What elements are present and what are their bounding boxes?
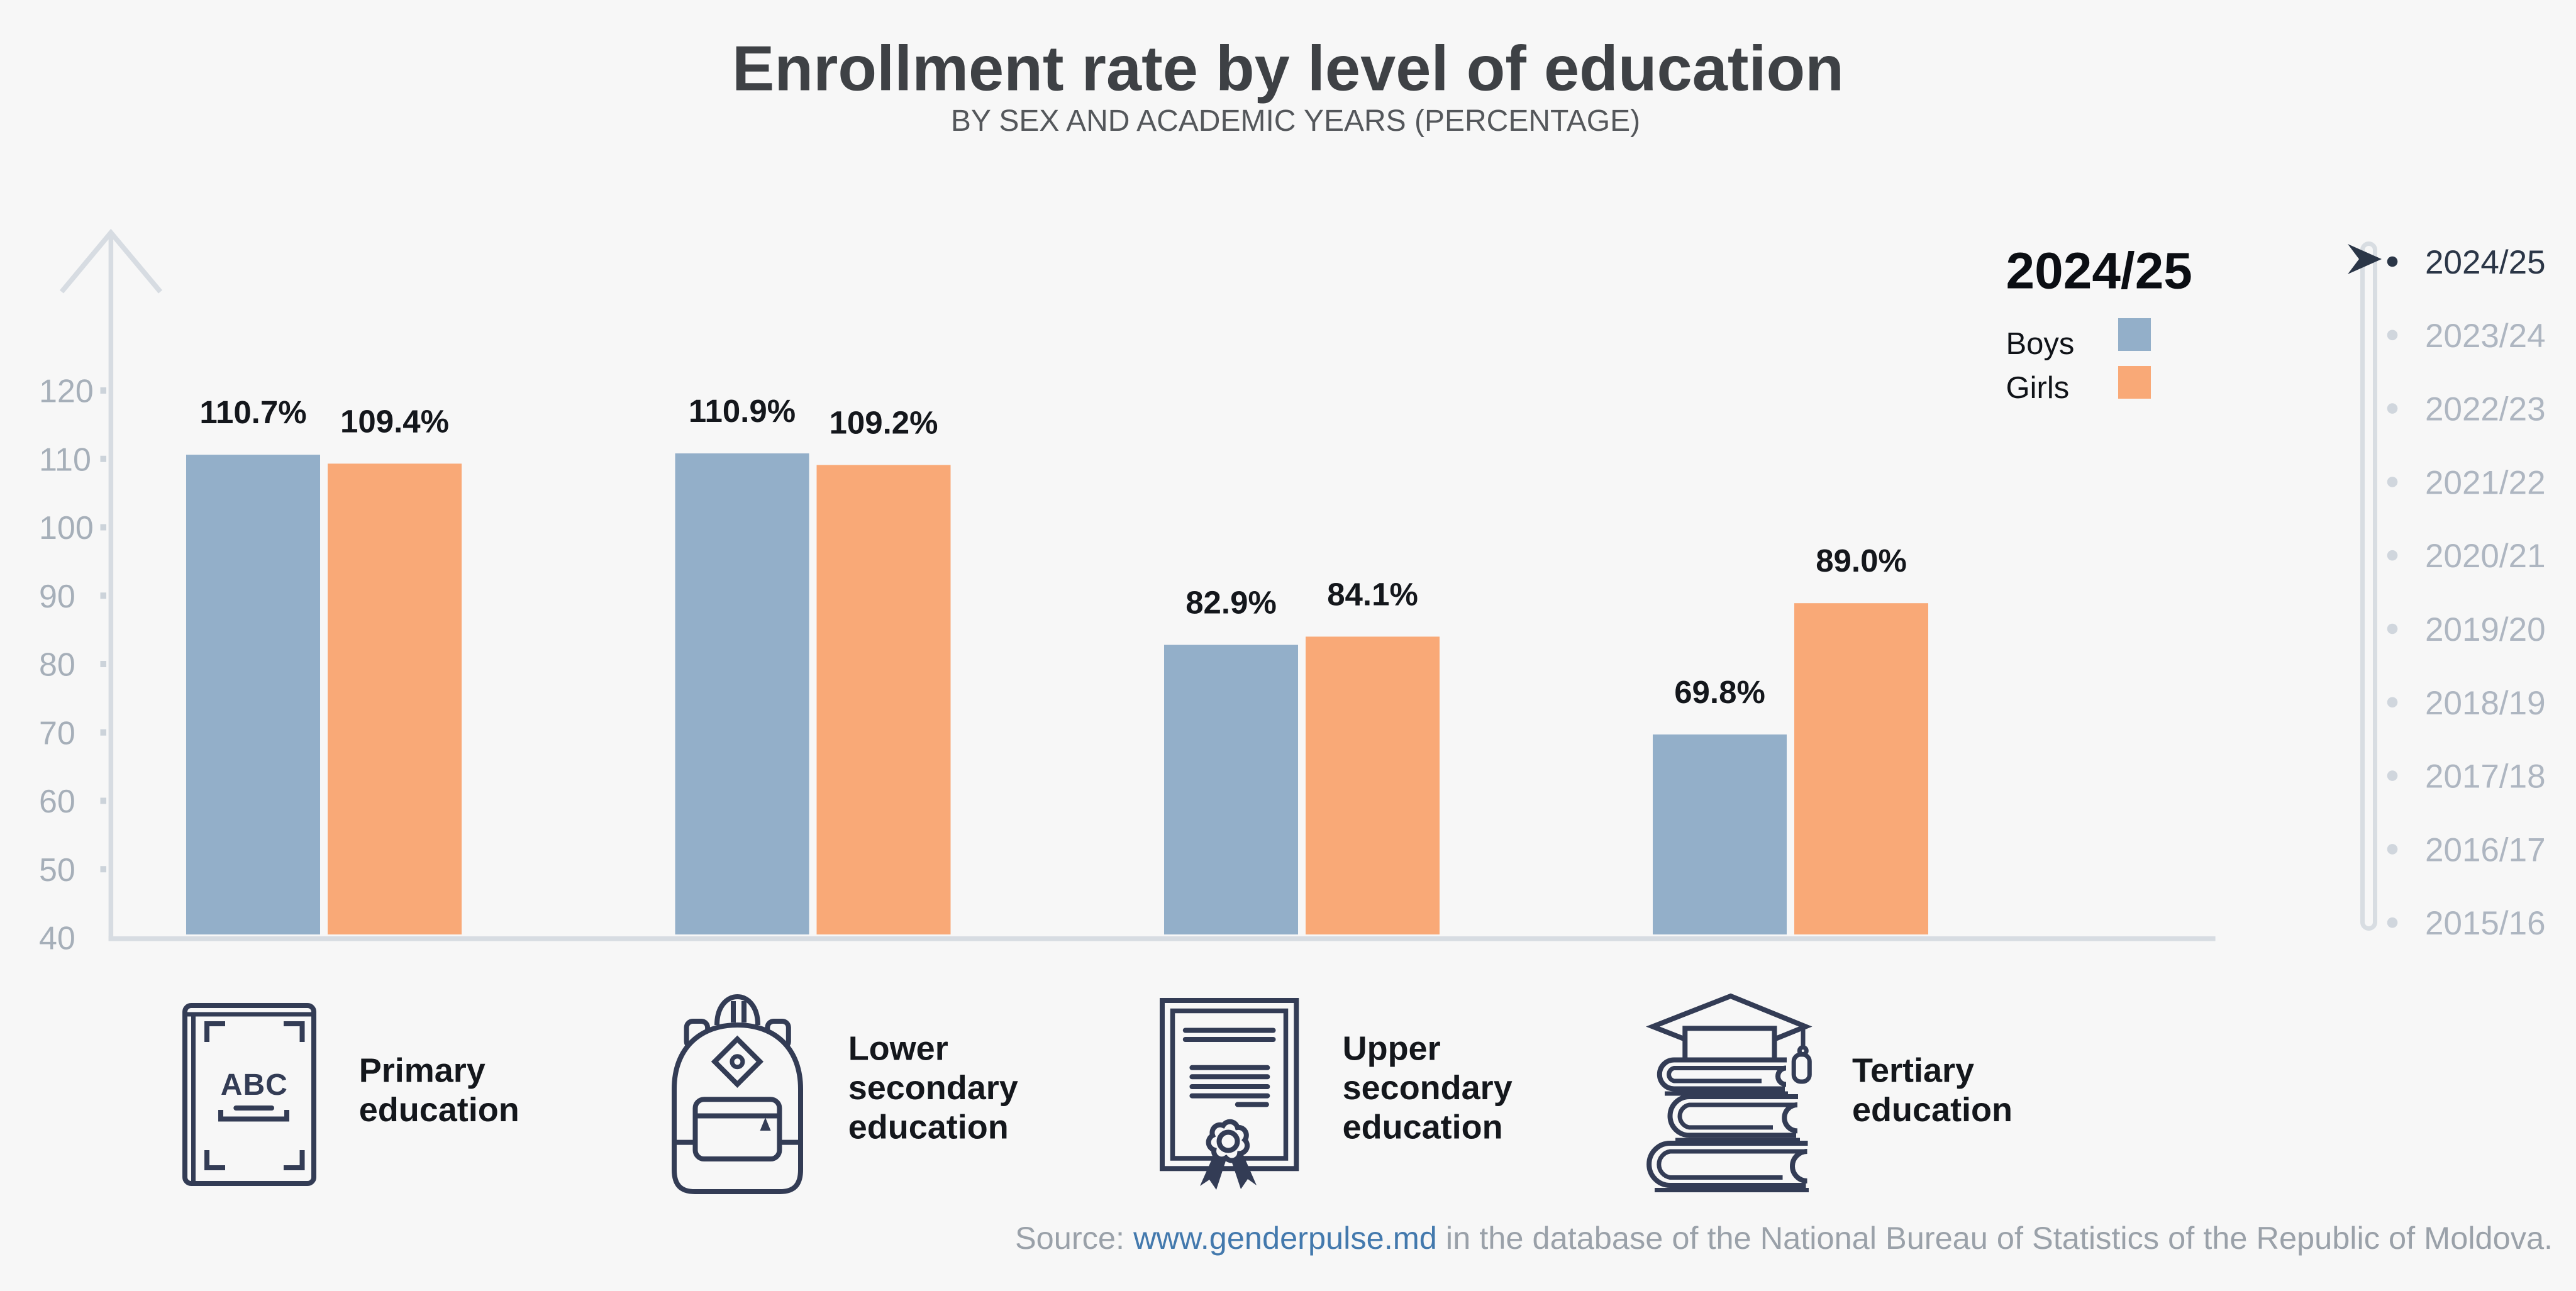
svg-text:2017/18: 2017/18	[2425, 758, 2546, 795]
svg-text:Boys: Boys	[2006, 327, 2075, 361]
svg-text:Primary: Primary	[359, 1052, 486, 1090]
svg-text:40: 40	[39, 921, 75, 957]
svg-text:BY SEX AND ACADEMIC YEARS (PER: BY SEX AND ACADEMIC YEARS (PERCENTAGE)	[951, 104, 1640, 138]
svg-text:education: education	[1343, 1109, 1503, 1146]
svg-text:84.1%: 84.1%	[1327, 576, 1418, 612]
svg-text:2024/25: 2024/25	[2425, 244, 2546, 281]
svg-text:education: education	[359, 1091, 519, 1129]
svg-text:82.9%: 82.9%	[1185, 585, 1277, 621]
svg-text:secondary: secondary	[1343, 1069, 1513, 1107]
svg-text:60: 60	[39, 784, 75, 820]
svg-text:Upper: Upper	[1343, 1030, 1441, 1068]
svg-text:Lower: Lower	[848, 1030, 948, 1068]
svg-text:120: 120	[39, 374, 94, 410]
svg-text:education: education	[1852, 1091, 2012, 1129]
svg-text:90: 90	[39, 579, 75, 615]
svg-text:89.0%: 89.0%	[1816, 543, 1907, 579]
svg-text:69.8%: 69.8%	[1674, 674, 1765, 710]
svg-text:100: 100	[39, 510, 94, 546]
svg-text:Source: www.genderpulse.md in: Source: www.genderpulse.md in the databa…	[1015, 1220, 2553, 1256]
svg-text:2016/17: 2016/17	[2425, 831, 2546, 868]
svg-text:education: education	[848, 1109, 1009, 1146]
svg-text:109.2%: 109.2%	[830, 404, 938, 440]
svg-text:2022/23: 2022/23	[2425, 391, 2546, 428]
svg-text:110.9%: 110.9%	[689, 393, 796, 429]
svg-text:2018/19: 2018/19	[2425, 685, 2546, 722]
svg-text:2021/22: 2021/22	[2425, 464, 2546, 501]
svg-text:Enrollment rate by level of ed: Enrollment rate by level of education	[732, 34, 1844, 104]
svg-text:110: 110	[39, 441, 91, 478]
svg-text:80: 80	[39, 647, 75, 684]
svg-text:2019/20: 2019/20	[2425, 611, 2546, 648]
svg-text:109.4%: 109.4%	[340, 403, 449, 439]
svg-text:ABC: ABC	[221, 1068, 288, 1102]
svg-text:Girls: Girls	[2006, 371, 2070, 405]
svg-text:Tertiary: Tertiary	[1852, 1052, 1974, 1090]
svg-text:2020/21: 2020/21	[2425, 538, 2546, 575]
svg-text:70: 70	[39, 715, 75, 751]
svg-text:2023/24: 2023/24	[2425, 318, 2546, 355]
svg-text:secondary: secondary	[848, 1069, 1018, 1107]
svg-text:2024/25: 2024/25	[2006, 243, 2192, 300]
svg-text:50: 50	[39, 852, 75, 889]
svg-text:110.7%: 110.7%	[199, 394, 306, 430]
svg-text:2015/16: 2015/16	[2425, 905, 2546, 942]
